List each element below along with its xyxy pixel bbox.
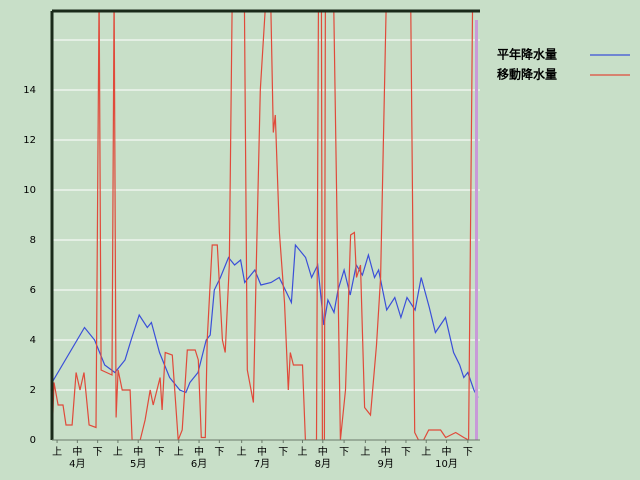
- y-tick-label: 14: [23, 85, 36, 96]
- x-tick-label: 下: [401, 447, 411, 458]
- x-tick-label: 上: [52, 446, 62, 458]
- legend-label: 移動降水量: [497, 67, 557, 82]
- series-line: [52, 11, 474, 440]
- x-tick-label: 下: [155, 447, 165, 458]
- y-tick-label: 12: [23, 135, 36, 146]
- x-tick-label: 中: [318, 445, 328, 458]
- month-label: 4月: [69, 458, 85, 470]
- x-tick-label: 下: [463, 447, 473, 458]
- x-tick-label: 中: [381, 445, 391, 458]
- series-line: [52, 243, 479, 398]
- x-tick-label: 下: [214, 447, 224, 458]
- month-label: 6月: [191, 458, 207, 470]
- legend-label: 平年降水量: [497, 47, 557, 62]
- x-tick-label: 上: [174, 446, 184, 458]
- x-tick-label: 上: [421, 446, 431, 458]
- month-label: 8月: [315, 458, 331, 470]
- x-tick-label: 上: [360, 446, 370, 458]
- x-tick-label: 下: [339, 447, 349, 458]
- y-tick-label: 0: [30, 435, 36, 446]
- x-tick-label: 中: [257, 445, 267, 458]
- x-tick-label: 下: [278, 447, 288, 458]
- x-tick-label: 下: [93, 447, 103, 458]
- x-tick-label: 上: [237, 446, 247, 458]
- month-label: 7月: [254, 458, 270, 470]
- month-label: 9月: [377, 458, 393, 470]
- y-tick-label: 2: [30, 385, 36, 396]
- y-tick-label: 10: [23, 185, 36, 196]
- x-tick-label: 中: [442, 445, 452, 458]
- y-tick-label: 4: [30, 335, 36, 346]
- date-marker: [475, 20, 478, 440]
- y-tick-label: 6: [30, 285, 36, 296]
- x-tick-label: 中: [133, 445, 143, 458]
- x-tick-label: 中: [194, 445, 204, 458]
- x-tick-label: 中: [72, 445, 82, 458]
- month-label: 10月: [435, 458, 458, 470]
- x-tick-label: 上: [113, 446, 123, 458]
- month-label: 5月: [130, 458, 146, 470]
- x-tick-label: 上: [298, 446, 308, 458]
- y-tick-label: 8: [30, 235, 36, 246]
